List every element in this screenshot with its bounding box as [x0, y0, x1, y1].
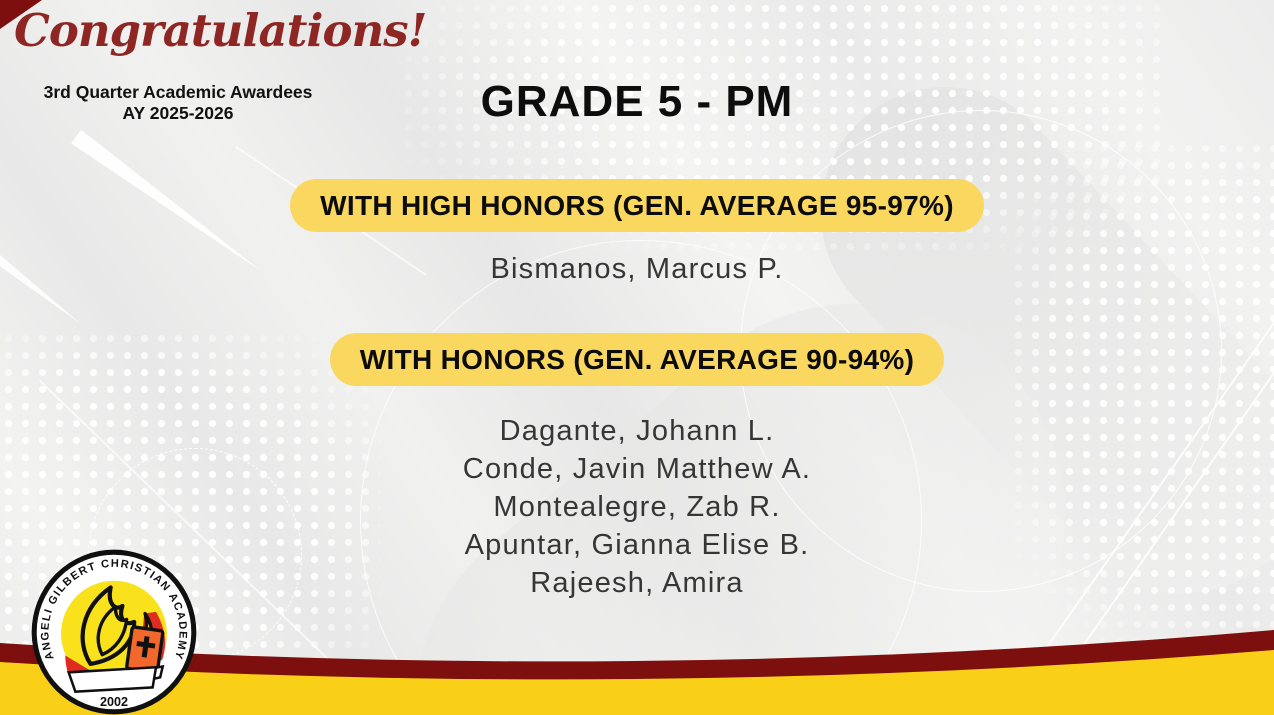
- subtitle-line1: 3rd Quarter Academic Awardees: [43, 82, 313, 102]
- awardee-name: Dagante, Johann L.: [499, 415, 775, 447]
- logo-year: 2002: [100, 695, 128, 709]
- subtitle-line2: AY 2025-2026: [122, 103, 234, 123]
- awardee-name: Montealegre, Zab R.: [493, 491, 781, 523]
- high-honors-banner: WITH HIGH HONORS (GEN. AVERAGE 95-97%): [290, 179, 984, 232]
- high-honors-banner-row: WITH HIGH HONORS (GEN. AVERAGE 95-97%): [0, 179, 1274, 232]
- subtitle: 3rd Quarter Academic Awardees AY 2025-20…: [10, 82, 346, 124]
- honors-banner: WITH HONORS (GEN. AVERAGE 90-94%): [329, 333, 945, 386]
- school-logo: ANGELI GILBERT CHRISTIAN ACADEMY 2002: [31, 549, 197, 715]
- corner-accent-top-left: [0, 0, 42, 29]
- awardee-name: Bismanos, Marcus P.: [490, 253, 784, 285]
- logo-bible: [125, 625, 165, 675]
- grade-section-title: GRADE 5 - PM: [480, 77, 794, 126]
- high-honors-names: Bismanos, Marcus P.: [0, 252, 1274, 286]
- logo-open-book: [66, 665, 158, 693]
- honors-banner-row: WITH HONORS (GEN. AVERAGE 90-94%): [0, 333, 1274, 386]
- congratulations-script-text: Congratulations!: [14, 4, 427, 57]
- awardee-name: Conde, Javin Matthew A.: [462, 453, 812, 485]
